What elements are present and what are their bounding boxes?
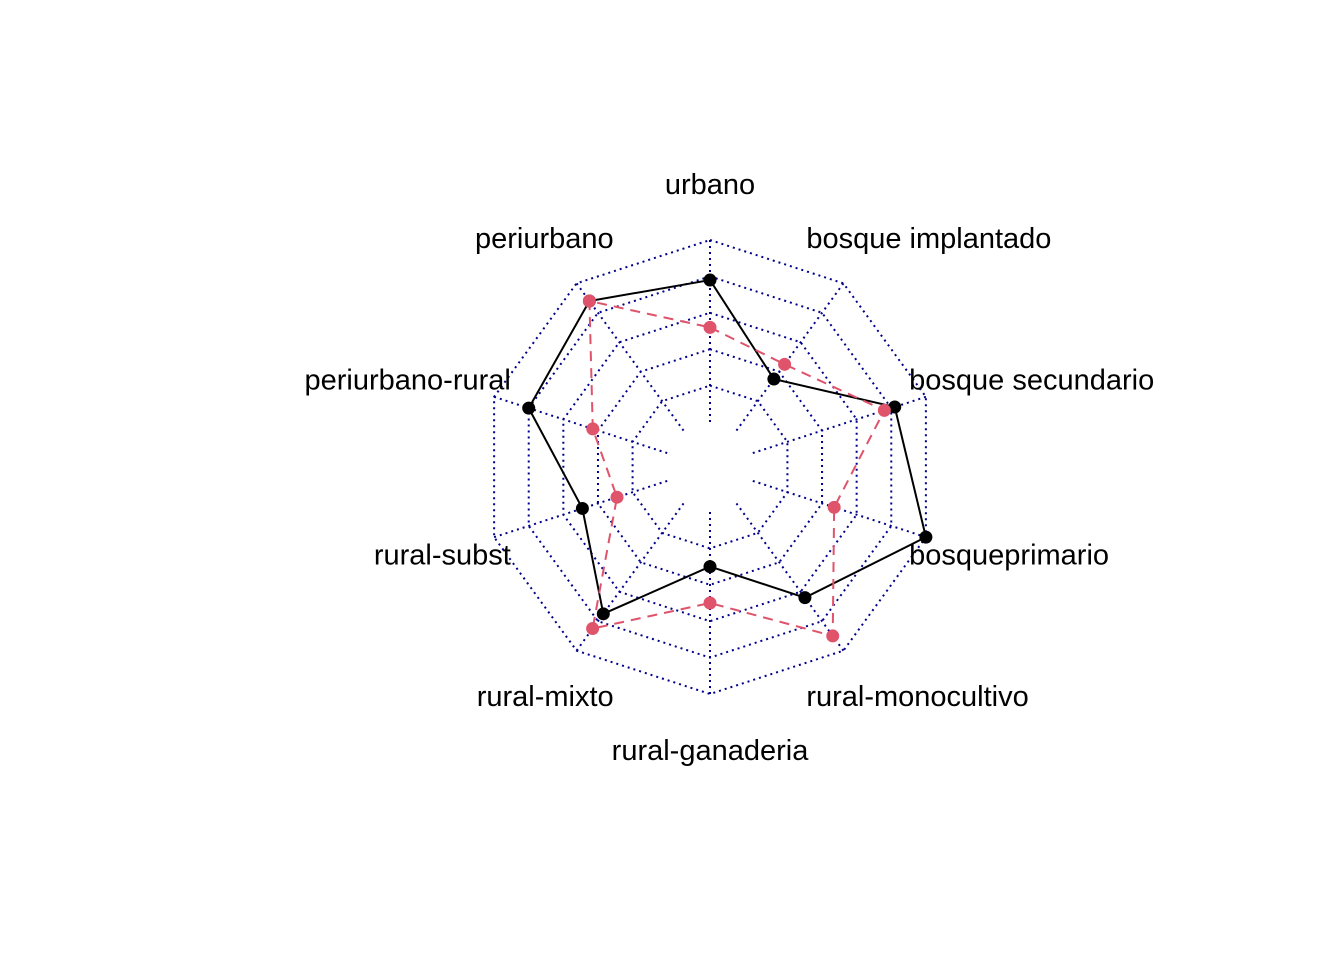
series-1-point-6 — [596, 607, 610, 621]
series-2-point-1 — [778, 357, 792, 371]
series-2-point-6 — [586, 622, 600, 636]
series-1-point-5 — [703, 560, 717, 574]
series-2-line — [588, 299, 886, 638]
series-2-point-7 — [610, 490, 624, 504]
series-1-point-3 — [919, 530, 933, 544]
grid-ring-5 — [493, 238, 927, 696]
series-1-point-0 — [703, 273, 717, 287]
radar-grid — [493, 238, 927, 696]
series-2-point-0 — [703, 320, 717, 334]
series-1-point-7 — [575, 501, 589, 515]
series-2-point-8 — [586, 422, 600, 436]
grid-spoke-4 — [735, 502, 845, 652]
axis-label-6: rural-mixto — [477, 681, 614, 713]
grid-spoke-9 — [575, 282, 685, 432]
series-1-line — [527, 278, 928, 616]
series-1-point-1 — [767, 372, 781, 386]
axis-label-4: rural-monocultivo — [806, 681, 1028, 713]
axis-label-9: periurbano — [475, 223, 614, 255]
axis-label-3: bosqueprimario — [909, 539, 1109, 571]
series-2-point-2 — [877, 403, 891, 417]
axis-label-8: periurbano-rural — [305, 365, 511, 397]
series-1-point-8 — [522, 401, 536, 415]
radar-series — [522, 273, 933, 643]
axis-label-7: rural-subst — [374, 539, 511, 571]
axis-label-5: rural-ganaderia — [612, 735, 810, 767]
grid-ring-3 — [562, 311, 858, 623]
series-2-point-5 — [703, 596, 717, 610]
grid-spoke-1 — [735, 282, 845, 432]
series-1-point-4 — [798, 591, 812, 605]
axis-label-2: bosque secundario — [909, 365, 1154, 397]
axis-label-1: bosque implantado — [806, 223, 1051, 255]
radar-spokes — [493, 240, 927, 694]
grid-spoke-8 — [493, 395, 668, 455]
series-2-point-4 — [826, 629, 840, 643]
series-1-point-2 — [888, 400, 902, 414]
axis-labels: urbano bosque implantado bosque secundario… — [305, 169, 1155, 767]
series-2-point-3 — [827, 500, 841, 514]
axis-label-0: urbano — [665, 169, 755, 201]
grid-ring-2 — [596, 348, 824, 586]
series-2-point-9 — [582, 294, 596, 308]
grid-ring-1 — [631, 384, 789, 550]
